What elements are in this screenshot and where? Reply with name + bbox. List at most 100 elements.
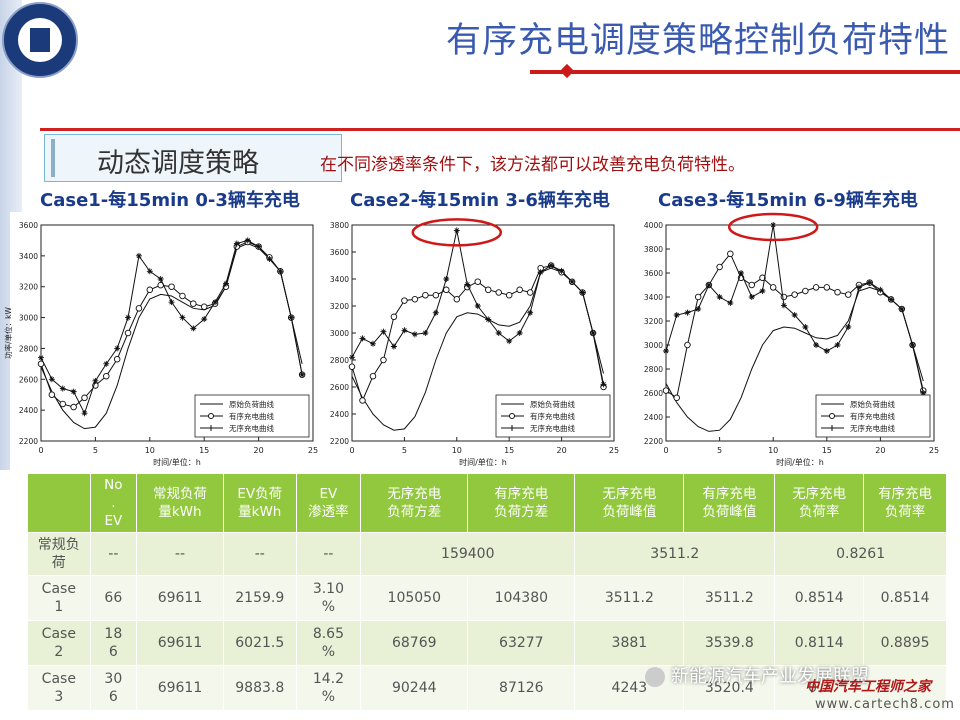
point-star (506, 338, 513, 345)
x-tick-label: 20 (557, 446, 567, 455)
section-rule (40, 128, 960, 131)
point-star (288, 314, 295, 321)
point-star (748, 294, 755, 300)
strategy-label: 动态调度策略 (97, 148, 259, 179)
y-tick-label: 3000 (330, 329, 349, 338)
point-star (813, 342, 820, 348)
table-cell: 3881 (574, 620, 685, 666)
y-tick-label: 2200 (644, 437, 663, 446)
x-tick-label: 10 (768, 446, 778, 455)
table-cell: 6021.5 (222, 620, 297, 666)
wechat-icon (645, 667, 665, 687)
point-star (791, 312, 798, 318)
y-tick-label: 2600 (644, 389, 663, 398)
table-cell: 3.10 % (295, 575, 362, 621)
legend-label: 无序充电曲线 (850, 423, 895, 433)
y-tick-label: 3400 (330, 275, 349, 284)
x-axis-label: 时间/单位：h (776, 457, 824, 467)
point-star (527, 309, 534, 316)
point-star (888, 296, 895, 303)
table-cell: 159400 (360, 532, 576, 576)
y-tick-label: 2600 (330, 383, 349, 392)
table-cell: 66 (89, 575, 138, 621)
y-tick-label: 3000 (19, 314, 38, 323)
legend-marker (208, 413, 214, 419)
legend-label: 原始负荷曲线 (530, 399, 575, 409)
x-tick-label: 0 (38, 446, 43, 455)
y-tick-label: 2400 (19, 406, 38, 415)
point-star (432, 309, 439, 316)
table-cell: 0.7 (774, 665, 865, 711)
point-star (909, 342, 916, 348)
table-header-cell: 无序充电 负荷率 (774, 473, 865, 533)
y-tick-label: 2800 (644, 365, 663, 374)
watermark: 新能源汽车产业发展联盟 (645, 662, 869, 688)
point-star (422, 330, 429, 336)
point-circle (662, 387, 670, 394)
table-cell: 105050 (360, 575, 469, 621)
x-tick-label: 0 (349, 446, 354, 455)
table-cell: 14.2 % (295, 665, 362, 711)
watermark-brand: 中国汽车工程师之家 (805, 679, 931, 695)
table-cell: 0.8895 (863, 620, 947, 666)
y-tick-label: 2200 (330, 437, 349, 446)
legend-label: 原始负荷曲线 (850, 399, 895, 409)
point-star (877, 286, 884, 293)
chart-1-title: Case1-每15min 0-3辆车充电 (40, 190, 300, 211)
table-row: 常规负 荷 -- -- -- -- 159400 3511.2 0.8261 (27, 532, 947, 576)
point-star (359, 335, 366, 342)
point-star (485, 316, 492, 323)
table-cell: -- (89, 532, 138, 576)
table-header-cell: 常规负荷 量kWh (136, 473, 224, 533)
point-star (845, 324, 852, 330)
point-star (663, 348, 669, 354)
point-star (48, 376, 55, 383)
y-tick-label: 4000 (644, 221, 663, 230)
strategy-note: 在不同渗透率条件下，该方法都可以改善充电负荷特性。 (320, 155, 745, 175)
x-tick-label: 25 (308, 446, 318, 455)
point-star (855, 284, 862, 291)
table-header-cell: No . EV (89, 473, 138, 533)
point-star (464, 281, 471, 288)
table-cell: 63277 (467, 620, 576, 666)
table-cell: 9883.8 (222, 665, 297, 711)
table-header-row: No . EV 常规负荷 量kWh EV负荷 量kWh EV 渗透率 无序充电 负荷方差… (27, 473, 947, 533)
table-cell: 3539.8 (683, 620, 776, 666)
chart-2: 0 5 10 15 20 25 2200 2400 2600 2800 3000 3200 3400 36… (322, 212, 640, 470)
table-header-cell: EV负荷 量kWh (222, 473, 297, 533)
point-star (443, 276, 450, 282)
point-circle (146, 286, 154, 294)
point-star (146, 268, 153, 275)
table-cell: -- (136, 532, 224, 576)
point-circle (474, 278, 482, 285)
legend-label: 有序充电曲线 (530, 411, 575, 421)
point-star (823, 348, 830, 354)
point-star (705, 282, 712, 288)
point-circle (791, 291, 798, 298)
y-tick-label: 3200 (19, 283, 38, 292)
table-cell: 69611 (136, 620, 224, 666)
point-star (780, 302, 787, 309)
point-star (92, 377, 99, 384)
point-star (59, 385, 66, 392)
point-circle (135, 305, 143, 312)
legend-marker (829, 413, 835, 419)
y-tick-label: 2800 (330, 356, 349, 365)
y-tick-label: 2400 (644, 413, 663, 422)
peak-highlight-ellipse (411, 218, 503, 247)
point-star (516, 330, 523, 336)
point-star (255, 243, 262, 250)
table-body: 常规负 荷 -- -- -- -- 159400 3511.2 0.8261 Case 1 66 6… (27, 532, 947, 711)
x-tick-label: 25 (609, 446, 619, 455)
point-circle (432, 291, 440, 299)
point-circle (401, 297, 408, 304)
table-header-cell: 无序充电 负荷方差 (360, 473, 469, 533)
table-header-cell (27, 473, 91, 533)
point-star (579, 289, 586, 296)
x-axis-label: 时间/单位：h (153, 457, 201, 467)
chart-3-title: Case3-每15min 6-9辆车充电 (658, 190, 918, 211)
x-tick-label: 20 (254, 446, 264, 455)
point-circle (526, 289, 534, 296)
point-circle (484, 286, 492, 294)
legend-label: 原始负荷曲线 (229, 399, 274, 409)
